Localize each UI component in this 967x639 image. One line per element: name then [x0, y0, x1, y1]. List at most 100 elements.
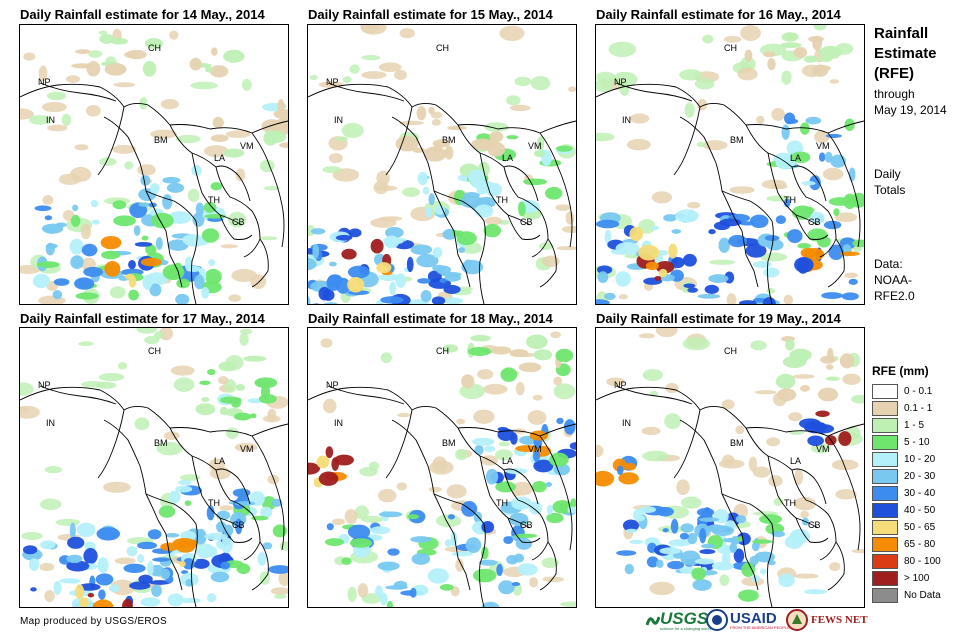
- rainfall-map-16: CH NP IN BM LA VM TH CB: [595, 24, 865, 305]
- rain-patch: [451, 551, 473, 557]
- rain-patch: [473, 409, 495, 424]
- rain-patch: [241, 78, 252, 91]
- rain-patch: [671, 257, 685, 269]
- rain-patch: [819, 45, 842, 60]
- rain-patch: [279, 541, 288, 551]
- rain-patch: [69, 238, 84, 255]
- rain-patch: [259, 159, 275, 173]
- rain-patch: [270, 587, 288, 595]
- rain-patch: [55, 518, 81, 526]
- country-border: [507, 214, 541, 240]
- rain-patch: [23, 52, 36, 61]
- rain-patch: [47, 124, 68, 132]
- rain-patch: [514, 533, 538, 539]
- country-border: [39, 385, 117, 405]
- rain-patch: [626, 138, 651, 151]
- rain-patch: [748, 456, 758, 472]
- rain-patch: [767, 57, 776, 71]
- country-label: NP: [614, 77, 627, 87]
- rain-patch: [335, 136, 348, 142]
- rain-patch: [447, 514, 456, 520]
- rain-patch: [691, 567, 706, 581]
- panel-title-17: Daily Rainfall estimate for 17 May., 201…: [20, 311, 265, 326]
- rain-patch: [484, 445, 496, 453]
- legend-rows: 0 - 0.1 0.1 - 1 1 - 5 5 - 10 10 - 20 20 - 30 3…: [872, 383, 941, 604]
- rain-patch: [679, 532, 690, 540]
- country-label: BM: [730, 135, 744, 145]
- country-border: [679, 419, 759, 591]
- rain-patch: [665, 383, 679, 394]
- rain-patch: [151, 584, 162, 597]
- rain-patch: [423, 146, 447, 162]
- rain-patch: [596, 78, 613, 93]
- country-border: [615, 385, 693, 405]
- rain-patch: [97, 557, 109, 574]
- rain-patch: [751, 574, 761, 582]
- rain-patch: [74, 277, 95, 290]
- rain-patch: [308, 296, 311, 304]
- usgs-mark-icon: [646, 616, 660, 626]
- rain-patch: [775, 215, 787, 224]
- country-label: TH: [496, 195, 508, 205]
- rainfall-map-15: CH NP IN BM LA VM TH CB: [307, 24, 577, 305]
- rain-patch: [789, 348, 812, 362]
- rain-patch: [532, 394, 543, 401]
- rain-patch: [101, 250, 121, 260]
- rain-patch: [318, 471, 339, 486]
- rain-patch: [220, 561, 231, 570]
- rain-patch: [152, 557, 171, 562]
- usaid-tagline: FROM THE AMERICAN PEOPLE: [730, 624, 790, 630]
- country-label: NP: [38, 380, 51, 390]
- rain-patch: [553, 383, 576, 400]
- rain-patch: [771, 530, 786, 538]
- rain-patch: [527, 410, 547, 425]
- rain-patch: [328, 153, 343, 164]
- map-canvas: CH NP IN BM LA VM TH CB: [20, 328, 288, 607]
- country-border: [433, 493, 486, 607]
- fewsnet-logo-text: FEWS NET: [811, 614, 868, 626]
- country-label: NP: [326, 380, 339, 390]
- panel-title-16: Daily Rainfall estimate for 16 May., 201…: [596, 7, 841, 22]
- rain-patch: [839, 353, 855, 369]
- rain-patch: [379, 216, 403, 222]
- rain-patch: [223, 524, 234, 537]
- rain-patch: [52, 289, 63, 300]
- rain-patch: [357, 583, 369, 598]
- legend-label: 40 - 50: [904, 505, 936, 516]
- country-label: CB: [808, 520, 821, 530]
- country-label: TH: [784, 498, 796, 508]
- rain-patch: [461, 374, 475, 389]
- rain-patch: [21, 531, 43, 541]
- rain-patch: [187, 188, 200, 202]
- rain-patch: [402, 187, 421, 197]
- rain-patch: [708, 274, 729, 283]
- country-label: VM: [528, 444, 542, 454]
- rain-patch: [645, 261, 659, 271]
- legend-swatch: [872, 435, 898, 450]
- country-label: VM: [240, 141, 254, 151]
- rain-patch: [467, 346, 492, 356]
- rain-patch: [429, 460, 454, 475]
- rain-patch: [212, 116, 224, 129]
- rain-patch: [483, 223, 502, 238]
- rain-patch: [201, 228, 220, 243]
- rain-patch: [92, 599, 114, 607]
- country-border: [615, 82, 693, 102]
- rain-patch: [489, 131, 504, 143]
- rain-patch: [70, 255, 84, 270]
- rain-patch: [39, 498, 62, 511]
- rain-patch: [250, 413, 257, 419]
- rain-patch: [149, 283, 162, 297]
- country-label: CB: [520, 520, 533, 530]
- rain-patch: [74, 584, 85, 599]
- legend-item: 30 - 40: [872, 485, 941, 502]
- country-border: [539, 435, 573, 551]
- rain-patch: [656, 506, 674, 517]
- rain-patch: [830, 154, 846, 168]
- rain-patch: [324, 538, 345, 547]
- rain-patch: [223, 148, 245, 158]
- rain-patch: [228, 211, 247, 228]
- rain-patch: [431, 296, 446, 304]
- panel-title-19: Daily Rainfall estimate for 19 May., 201…: [596, 311, 841, 326]
- country-border: [103, 116, 183, 288]
